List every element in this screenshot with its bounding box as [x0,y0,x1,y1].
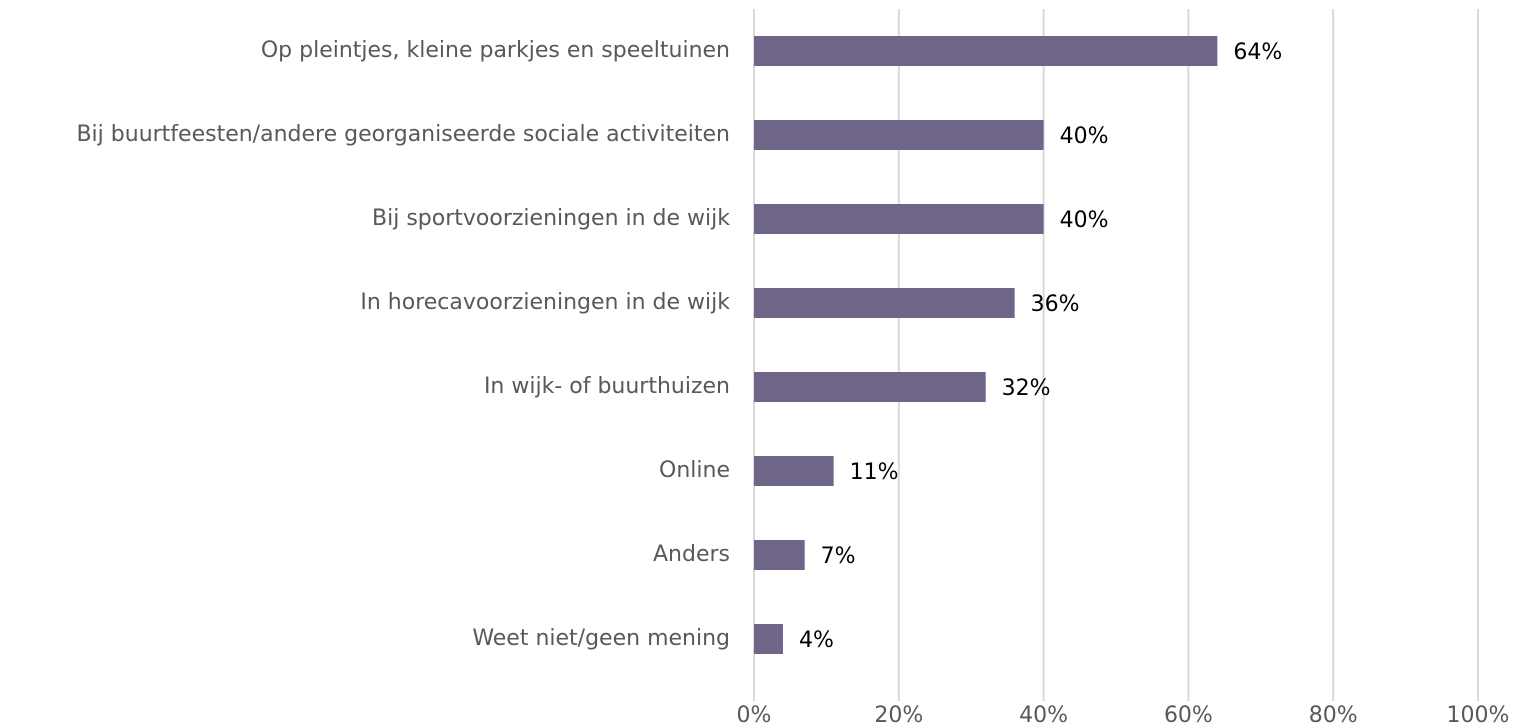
value-label: 11% [850,460,899,485]
bar [754,288,1015,318]
category-label: Anders [653,542,730,567]
category-label: In horecavoorzieningen in de wijk [360,290,730,315]
value-label: 40% [1060,208,1109,233]
value-label: 36% [1031,292,1080,317]
x-tick-label: 60% [1164,703,1213,728]
category-label: Op pleintjes, kleine parkjes en speeltui… [261,38,730,63]
value-label: 40% [1060,124,1109,149]
x-tick-label: 100% [1447,703,1510,728]
bar [754,372,986,402]
category-label: Weet niet/geen mening [472,626,730,651]
value-label: 7% [821,544,856,569]
x-tick-label: 20% [874,703,923,728]
value-label: 64% [1233,40,1282,65]
x-tick-label: 40% [1019,703,1068,728]
category-label: Bij sportvoorzieningen in de wijk [372,206,730,231]
x-tick-label: 0% [737,703,772,728]
bar [754,456,834,486]
category-label: Bij buurtfeesten/andere georganiseerde s… [76,122,730,147]
bar [754,624,783,654]
value-label: 32% [1002,376,1051,401]
category-label: In wijk- of buurthuizen [484,374,730,399]
bar [754,540,805,570]
bar [754,204,1044,234]
bar [754,36,1218,66]
bar [754,120,1044,150]
x-tick-label: 80% [1309,703,1358,728]
value-label: 4% [799,628,834,653]
category-label: Online [659,458,730,483]
